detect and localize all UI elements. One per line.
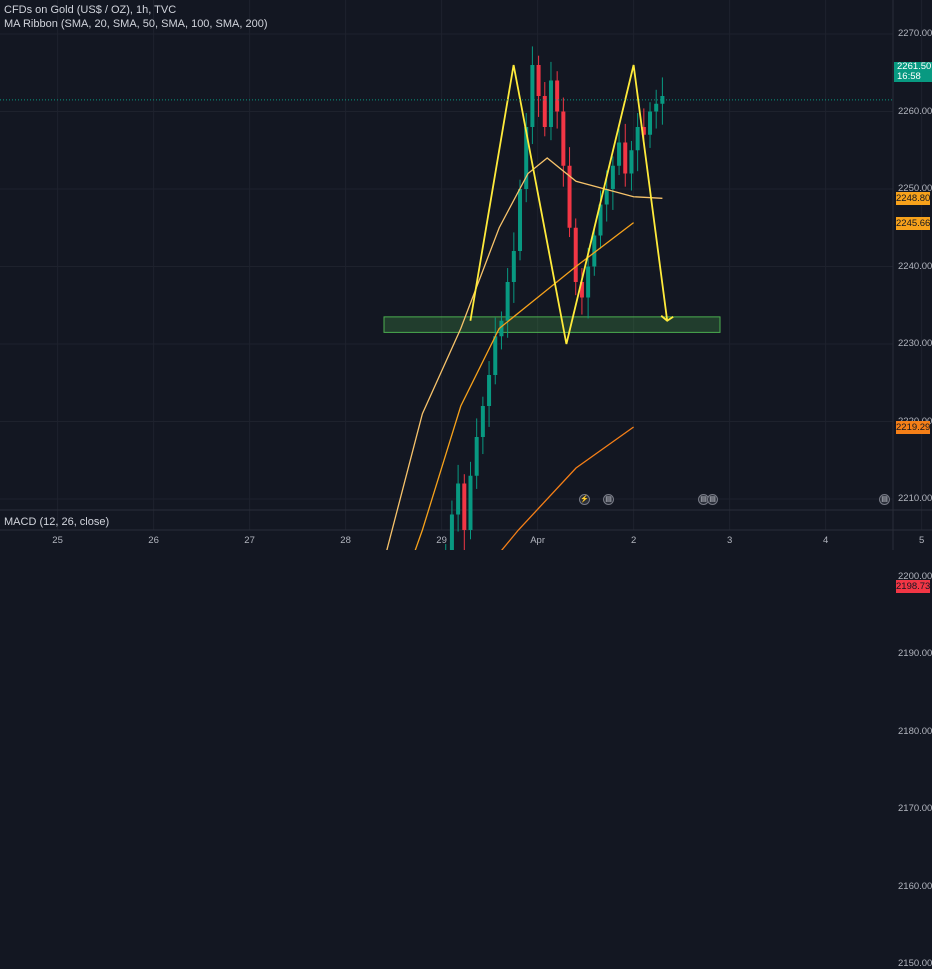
candle-body [579,282,584,298]
candle-body [641,127,646,135]
x-tick-label: 28 [340,535,351,546]
candles [445,46,665,550]
symbol-title: CFDs on Gold (US$ / OZ), 1h, TVC [4,4,177,16]
y-tick-label: 2160.00 [898,880,932,892]
candle-body [617,142,622,166]
candle-body [499,320,504,337]
candle-body [648,111,653,135]
x-tick-label: Apr [530,535,545,546]
candle-body [654,103,659,112]
ma-price-label: 2198.73 [896,580,931,594]
x-tick-label: 29 [436,535,447,546]
x-tick-label: 5 [918,535,925,546]
candle-body [536,65,541,96]
candle-body [449,514,454,550]
candle-body [462,483,467,530]
x-tick-label: 4 [822,535,829,546]
ma-price-label: 2245.66 [896,216,931,230]
support-zone-rect [383,316,721,333]
y-tick-label: 2260.00 [898,105,932,117]
candle-body [561,111,566,166]
ma-price-label: 2248.80 [896,192,931,206]
candle-body [573,227,578,282]
candle-body [493,336,498,375]
candle-body [567,165,572,228]
candle-body [635,127,640,151]
chart-canvas[interactable] [0,0,932,550]
candle-body [586,266,591,298]
candle-body [456,483,461,515]
y-tick-label: 2150.00 [898,958,932,969]
candle-body [604,189,609,205]
candle-body [598,204,603,236]
candle-body [592,235,597,267]
candle-body [480,406,485,437]
candle-body [660,96,665,104]
candle-body [555,80,560,112]
x-tick-label: 3 [726,535,733,546]
sma50-line [414,222,634,550]
y-tick-label: 2240.00 [898,260,932,272]
support-zone [383,316,721,333]
pattern-line [469,64,669,345]
indicator-title: MA Ribbon (SMA, 20, SMA, 50, SMA, 100, S… [4,18,268,30]
y-tick-label: 2270.00 [898,28,932,39]
us-flag-event-icon[interactable]: ▤ [707,494,718,505]
candle-body [487,375,492,406]
x-tick-label: 2 [630,535,637,546]
candle-body [474,437,479,476]
sma20-line [386,157,663,550]
candle-body [530,65,535,127]
x-tick-label: 26 [148,535,159,546]
y-tick-label: 2170.00 [898,803,932,814]
y-tick-label: 2250.00 [898,183,932,194]
grid-lines [0,0,932,550]
y-tick-label: 2230.00 [898,338,932,349]
ma-price-label: 2219.29 [896,421,931,434]
pattern-arrowhead [660,315,674,322]
candle-body [548,80,553,127]
x-tick-label: 27 [244,535,255,546]
candle-body [524,127,529,189]
current-price-value: 2261.50 [897,61,932,72]
double-top-pattern [469,64,674,345]
us-flag-event-icon[interactable]: ▤ [879,494,890,505]
current-price-label: 2261.50 16:58 [894,62,932,82]
candle-body [518,189,523,251]
x-tick-label: 25 [52,535,63,546]
lightning-event-icon[interactable]: ⚡ [579,494,590,505]
candle-body [610,165,615,189]
candle-body [542,96,547,127]
candle-body [511,251,516,282]
macd-label: MACD (12, 26, close) [4,516,110,528]
bar-countdown: 16:58 [897,71,921,82]
sma100-line [501,426,634,550]
candle-body [623,142,628,174]
y-tick-label: 2180.00 [898,725,932,737]
us-flag-event-icon[interactable]: ▤ [603,494,614,505]
ma-ribbon [386,157,663,550]
candle-body [468,475,473,530]
y-tick-label: 2210.00 [898,493,932,504]
candle-body [505,282,510,321]
candle-body [629,150,634,174]
y-tick-label: 2190.00 [898,648,932,659]
